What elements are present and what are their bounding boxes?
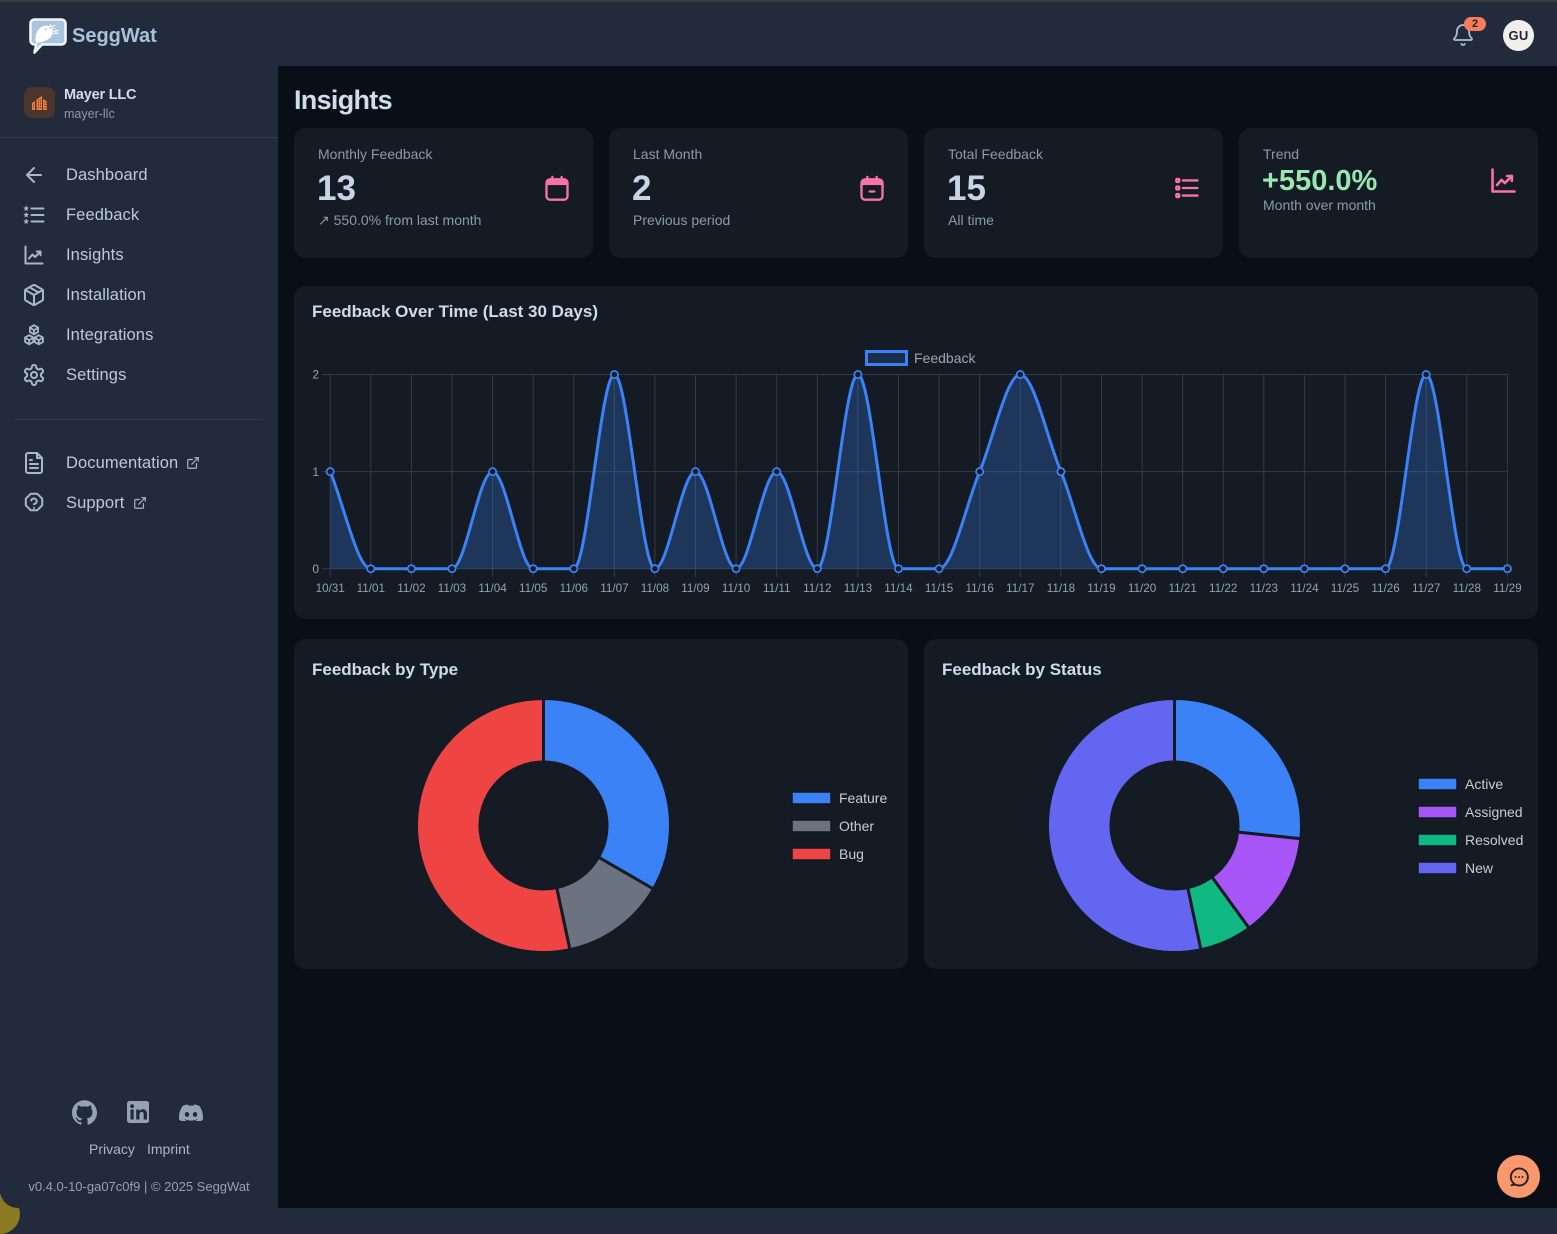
svg-text:11/20: 11/20 — [1128, 582, 1157, 595]
svg-text:11/01: 11/01 — [357, 582, 385, 595]
svg-text:11/16: 11/16 — [966, 582, 994, 595]
svg-text:11/25: 11/25 — [1331, 582, 1360, 595]
svg-text:11/14: 11/14 — [884, 582, 913, 595]
svg-text:11/08: 11/08 — [641, 582, 669, 595]
svg-text:11/19: 11/19 — [1087, 582, 1115, 595]
svg-text:11/28: 11/28 — [1453, 582, 1481, 595]
svg-text:11/10: 11/10 — [722, 582, 751, 595]
svg-text:11/22: 11/22 — [1209, 582, 1237, 595]
svg-text:11/13: 11/13 — [844, 582, 872, 595]
svg-text:Assigned: Assigned — [1465, 804, 1523, 820]
svg-text:Active: Active — [1465, 776, 1503, 792]
svg-text:Bug: Bug — [839, 846, 864, 862]
svg-text:11/05: 11/05 — [519, 582, 548, 595]
svg-text:11/29: 11/29 — [1493, 582, 1521, 595]
svg-text:11/23: 11/23 — [1250, 582, 1278, 595]
svg-text:Feature: Feature — [839, 790, 887, 806]
svg-text:11/18: 11/18 — [1047, 582, 1075, 595]
svg-text:0: 0 — [312, 562, 319, 576]
svg-text:11/04: 11/04 — [478, 582, 507, 595]
svg-text:11/21: 11/21 — [1169, 582, 1197, 595]
svg-text:2: 2 — [312, 368, 319, 382]
svg-text:11/03: 11/03 — [438, 582, 466, 595]
svg-text:11/07: 11/07 — [600, 582, 628, 595]
svg-text:Other: Other — [839, 818, 874, 834]
svg-text:11/26: 11/26 — [1371, 582, 1399, 595]
svg-text:Resolved: Resolved — [1465, 832, 1523, 848]
svg-text:11/02: 11/02 — [397, 582, 425, 595]
svg-text:11/27: 11/27 — [1412, 582, 1440, 595]
svg-text:11/06: 11/06 — [560, 582, 588, 595]
svg-text:11/17: 11/17 — [1006, 582, 1034, 595]
svg-text:1: 1 — [312, 465, 319, 479]
svg-text:11/24: 11/24 — [1290, 582, 1319, 595]
svg-text:11/12: 11/12 — [803, 582, 831, 595]
svg-text:New: New — [1465, 860, 1494, 876]
svg-text:11/09: 11/09 — [681, 582, 709, 595]
svg-text:11/11: 11/11 — [763, 582, 791, 595]
svg-text:10/31: 10/31 — [316, 582, 345, 595]
svg-text:11/15: 11/15 — [925, 582, 954, 595]
svg-text:Feedback: Feedback — [914, 350, 976, 366]
